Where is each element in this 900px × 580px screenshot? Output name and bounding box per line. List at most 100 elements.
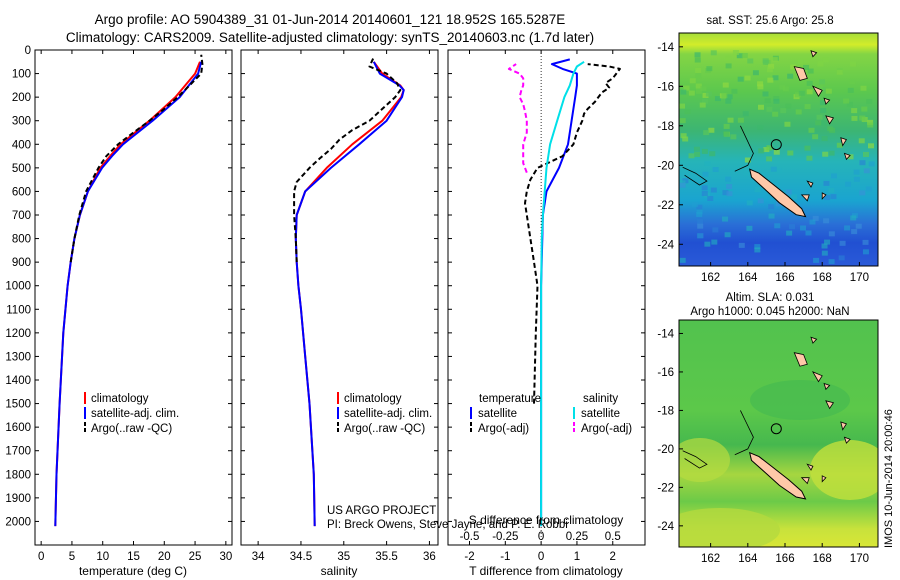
series-line-argo-raw-qc- <box>293 56 402 263</box>
sst-map-title: sat. SST: 25.6 Argo: 25.8 <box>706 15 833 27</box>
sst-pixel <box>816 85 823 91</box>
sst-pixel <box>768 204 775 210</box>
sst-pixel <box>746 225 753 231</box>
x-tick-label-top: 0.5 <box>605 531 621 543</box>
sst-pixel <box>703 130 710 136</box>
series-line-satellite-adj-clim- <box>294 61 405 527</box>
sst-pixel <box>706 66 713 72</box>
sst-pixels <box>679 50 875 265</box>
sst-pixel <box>702 171 709 177</box>
sst-pixel <box>722 190 729 196</box>
sst-pixel <box>695 73 702 79</box>
island <box>800 194 810 202</box>
legend-label-argo: Argo(..raw -QC) <box>91 423 172 435</box>
sst-pixel <box>819 79 826 85</box>
sst-pixel <box>844 225 851 231</box>
sst-pixel <box>773 96 780 102</box>
sst-pixel <box>710 187 717 193</box>
sst-pixel <box>697 223 704 229</box>
x-tick-label: 5 <box>69 551 75 563</box>
sst-pixel <box>816 114 823 120</box>
sst-pixel <box>807 68 814 74</box>
sla-map-axes: 162 164 166 168 170 -14 -16 -18 -20 -22 -24 <box>657 328 869 565</box>
sst-pixel <box>701 148 708 154</box>
sst-pixel <box>711 239 718 245</box>
sst-pixel <box>845 181 852 187</box>
sst-pixel <box>813 257 820 263</box>
sst-pixel <box>770 166 777 172</box>
sst-pixel <box>851 108 858 114</box>
sst-pixel <box>710 50 717 56</box>
series-line-temperature-argo-adj- <box>524 63 621 404</box>
sst-pixel <box>805 230 812 236</box>
island <box>840 137 848 147</box>
sst-pixel <box>822 57 829 63</box>
sst-pixel <box>695 67 702 73</box>
sst-pixel <box>766 67 773 73</box>
y-tick-label: 0 <box>25 45 31 57</box>
sst-pixel <box>701 191 708 197</box>
x-tick-label: 25 <box>189 551 202 563</box>
sst-pixel <box>680 133 687 139</box>
map-x-tick-label: 166 <box>775 272 794 284</box>
sst-pixel <box>795 109 802 115</box>
sst-pixel <box>797 59 804 65</box>
sst-pixel <box>850 215 857 221</box>
y-tick-label: 1300 <box>5 351 31 363</box>
map-y-tick-label: -22 <box>657 200 674 212</box>
x-tick-label: -2 <box>464 551 474 563</box>
sst-pixel <box>701 185 708 191</box>
x-tick-label: 35 <box>337 551 350 563</box>
sst-pixel <box>723 123 730 129</box>
y-tick-label: 1800 <box>5 469 31 481</box>
y-tick-label: 400 <box>12 139 31 151</box>
sst-pixel <box>836 142 843 148</box>
sst-pixel <box>732 50 739 56</box>
sst-pixel <box>821 136 828 142</box>
salinity-series <box>293 56 405 527</box>
map-y-tick-label: -24 <box>657 521 674 533</box>
legend-label-climatology: climatology <box>344 393 402 405</box>
island <box>823 382 831 391</box>
temperature-xlabel: temperature (deg C) <box>79 564 187 578</box>
sst-pixel <box>791 194 798 200</box>
legend-label-temp-argo: Argo(-adj) <box>478 423 529 435</box>
sla-anomaly-blob <box>679 508 780 547</box>
sst-pixel <box>830 194 837 200</box>
x-tick-label: 34.5 <box>290 551 312 563</box>
sla-anomaly-blob <box>810 440 878 500</box>
x-tick-label: 36 <box>423 551 436 563</box>
sst-pixel <box>806 89 813 95</box>
sst-pixel <box>779 84 786 90</box>
sst-pixel <box>812 215 819 221</box>
map-x-tick-label: 166 <box>775 553 794 565</box>
map-y-tick-label: -22 <box>657 482 674 494</box>
sst-pixel <box>780 108 787 114</box>
sst-pixel <box>725 55 732 61</box>
sst-pixel <box>839 240 846 246</box>
x-tick-label-top: 0.25 <box>566 531 588 543</box>
island <box>800 477 810 485</box>
sst-pixel <box>758 148 765 154</box>
sst-pixel <box>775 167 782 173</box>
y-tick-label: 2000 <box>5 516 31 528</box>
sst-pixel <box>694 52 701 58</box>
x-tick-label: 10 <box>96 551 109 563</box>
reef-outline <box>734 125 754 172</box>
island <box>821 192 827 200</box>
temperature-series <box>54 54 204 527</box>
difference-xlabel-top: S difference from climatology <box>469 513 624 527</box>
sst-pixel <box>725 176 732 182</box>
island <box>843 436 851 444</box>
x-tick-label: 20 <box>158 551 171 563</box>
sst-pixel <box>712 227 719 233</box>
sst-pixel <box>772 111 779 117</box>
sst-pixel <box>730 134 737 140</box>
legend-label-sal-satellite: satellite <box>581 408 620 420</box>
sst-pixel <box>847 154 854 160</box>
sst-pixel <box>737 76 744 82</box>
sst-pixel <box>768 63 775 69</box>
sst-pixel <box>741 53 748 59</box>
sst-pixel <box>789 224 796 230</box>
sst-pixel <box>744 157 751 163</box>
